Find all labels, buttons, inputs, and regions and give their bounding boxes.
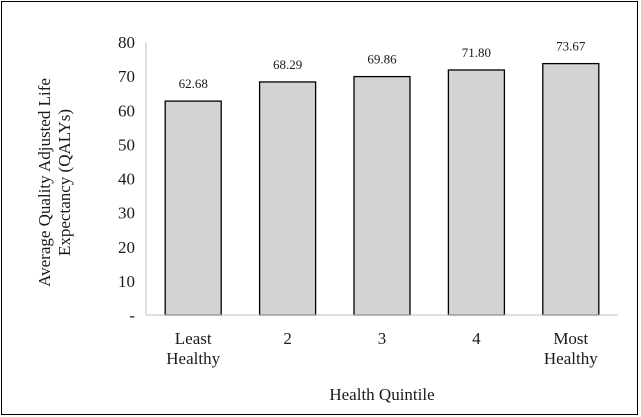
y-tick-label: 30 [118,204,135,223]
bar [258,81,317,316]
y-tick-label: 10 [118,272,135,291]
y-tick-label: 80 [118,33,135,52]
y-tick-label: - [129,306,135,325]
y-tick-label: 70 [118,67,135,86]
y-tick-label: 60 [118,101,135,120]
bar [353,75,411,316]
x-axis-ticks: Least Healthy 2 3 4 Most Healthy [166,329,598,368]
x-tick-label: 3 [378,329,387,348]
data-label: 71.80 [462,45,491,60]
x-tick-label: Most Healthy [544,329,598,368]
x-tick-label: Least Healthy [166,329,220,368]
x-tick-label: 2 [283,329,292,348]
data-label: 62.68 [179,76,208,91]
data-labels: 62.68 68.29 69.86 71.80 73.67 [179,39,586,92]
y-tick-label: 50 [118,135,135,154]
data-label: 69.86 [367,52,397,67]
bar [447,69,506,316]
y-axis-title: Average Quality Adjusted LifeExpectancy … [35,78,74,287]
bar [164,100,222,316]
y-axis-title-text: Average Quality Adjusted LifeExpectancy … [35,78,74,287]
x-tick-label: 4 [472,329,481,348]
data-label: 68.29 [273,57,302,72]
y-tick-label: 20 [118,238,135,257]
x-axis-title: Health Quintile [329,385,434,404]
y-axis-ticks: - 10 20 30 40 50 60 70 80 [118,33,135,325]
bars [164,62,600,316]
bar [542,62,600,316]
data-label: 73.67 [556,39,586,54]
y-tick-label: 40 [118,170,135,189]
